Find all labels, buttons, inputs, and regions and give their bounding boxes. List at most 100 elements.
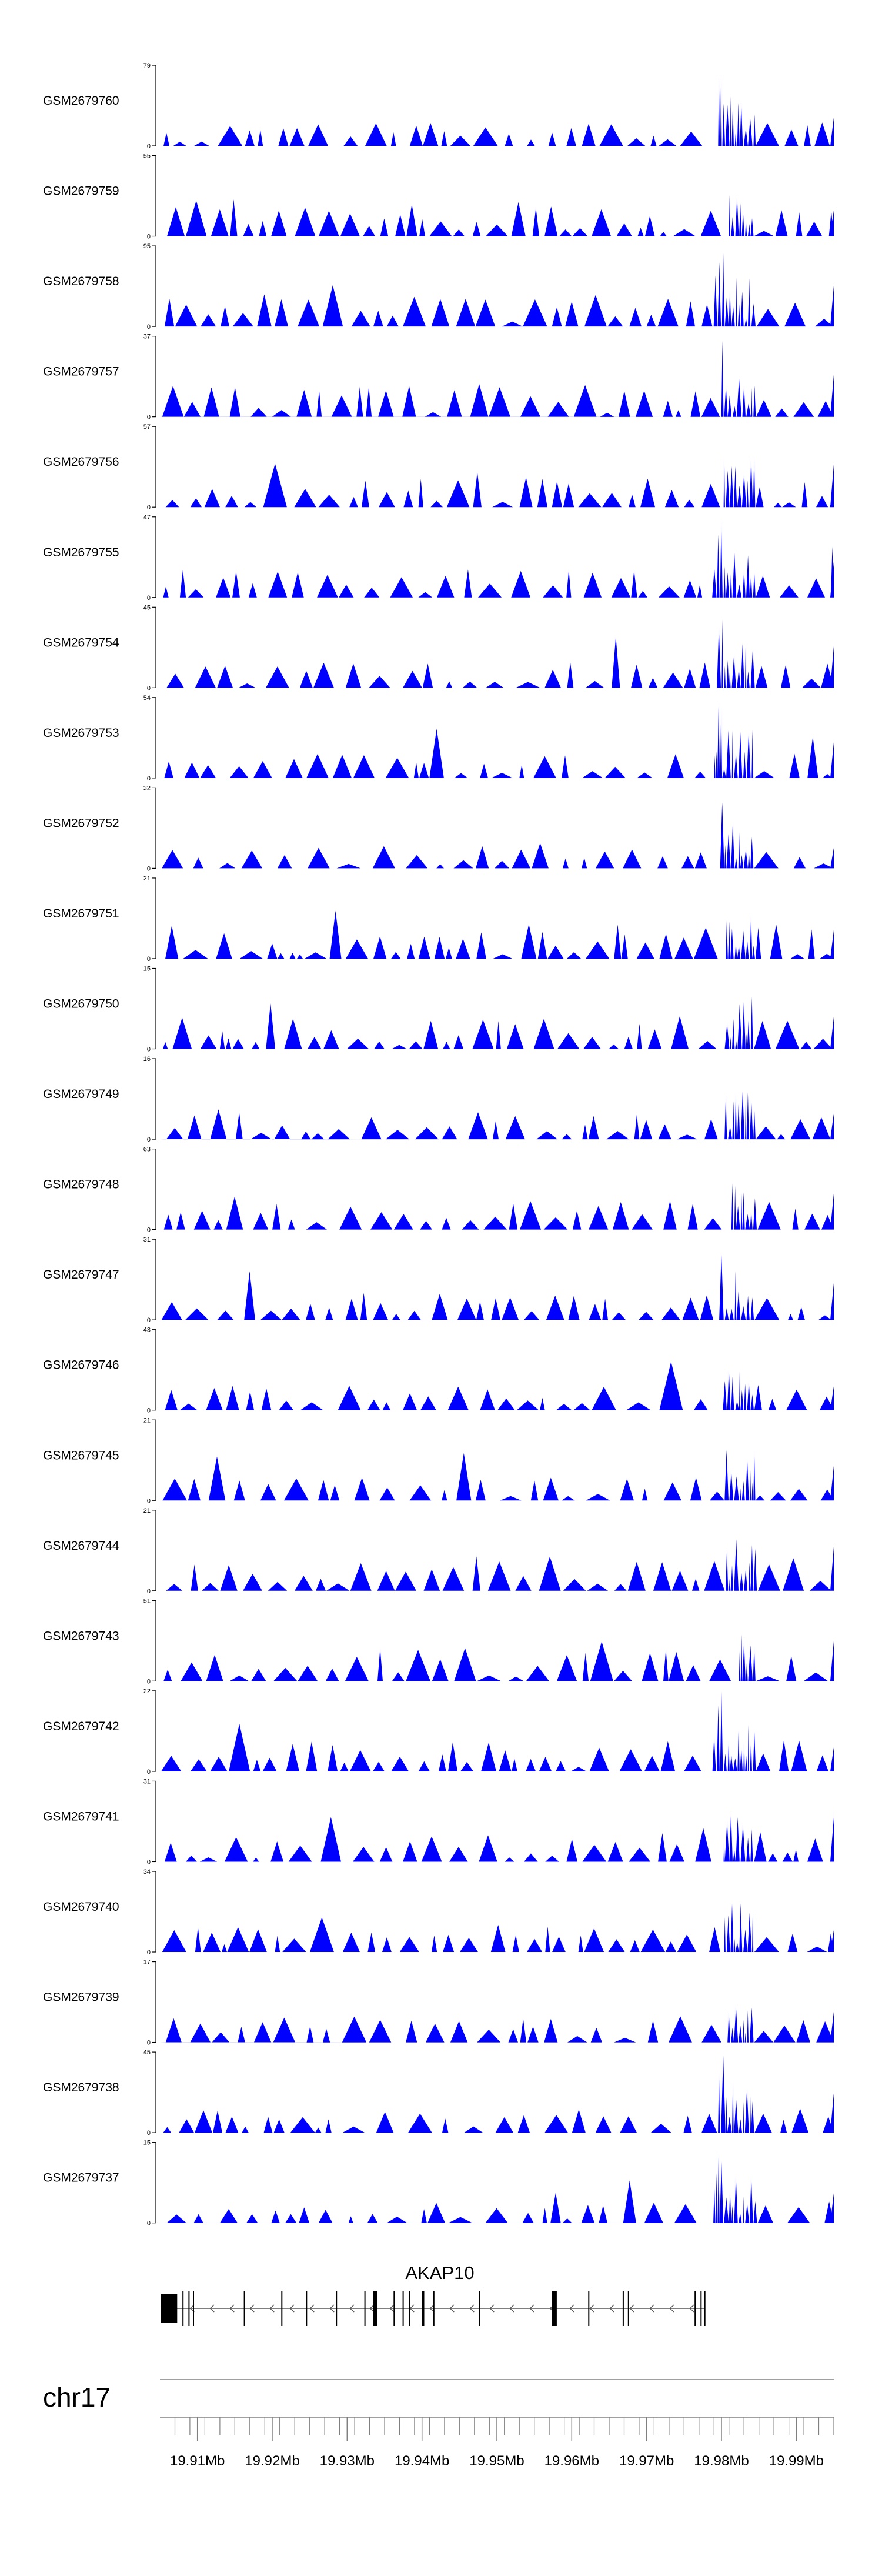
exon [433,2291,435,2326]
track-label: GSM2679749 [43,1087,119,1101]
coverage-area [160,1634,834,1681]
track-ymax-label: 31 [143,1236,151,1243]
track-label: GSM2679742 [43,1720,119,1733]
strand-arrow [469,2304,475,2313]
coverage-area [160,1691,834,1771]
track-ymin-label: 0 [147,414,151,421]
axis-tick-label: 19.91Mb [170,2453,225,2469]
track-GSM2679755: GSM2679755 47 0 [43,514,834,602]
coverage-area [160,1362,834,1410]
coverage-area [160,1810,834,1862]
track-GSM2679756: GSM2679756 57 0 [43,423,834,511]
strand-arrow [629,2304,634,2313]
coverage-area [160,341,834,417]
strand-arrow [369,2304,375,2313]
track-GSM2679742: GSM2679742 22 0 [43,1688,834,1776]
track-GSM2679739: GSM2679739 17 0 [43,1959,834,2047]
exon [281,2291,283,2326]
track-ymin-label: 0 [147,1136,151,1143]
track-ymin-label: 0 [147,1227,151,1234]
track-ymax-label: 34 [143,1868,151,1876]
track-ymax-label: 45 [143,604,151,611]
axis-tick-label: 19.92Mb [245,2453,299,2469]
track-ymin-label: 0 [147,1678,151,1685]
track-label: GSM2679739 [43,1991,119,2004]
track-label: GSM2679750 [43,997,119,1011]
track-GSM2679754: GSM2679754 45 0 [43,604,834,692]
coverage-area [160,1091,834,1140]
track-label: GSM2679756 [43,455,119,469]
track-ymax-label: 79 [143,62,151,69]
track-label: GSM2679755 [43,546,119,559]
exon [402,2291,404,2326]
strand-arrow [229,2304,235,2313]
exon [306,2291,308,2326]
exon [161,2294,178,2323]
track-ymin-label: 0 [147,1497,151,1504]
exon [700,2291,702,2326]
track-ymax-label: 22 [143,1688,151,1695]
coverage-area [160,619,834,688]
exon [188,2291,190,2326]
track-ymin-label: 0 [147,2130,151,2137]
track-GSM2679750: GSM2679750 15 0 [43,966,834,1053]
exon [422,2291,425,2326]
strand-arrow [529,2304,534,2313]
track-label: GSM2679744 [43,1539,119,1553]
track-ymax-label: 17 [143,1959,151,1966]
track-ymin-label: 0 [147,2220,151,2227]
coverage-tracks: GSM2679760790GSM2679759550GSM2679758950G… [43,62,834,2227]
track-ymax-label: 32 [143,785,151,792]
track-label: GSM2679753 [43,726,119,740]
track-ymin-label: 0 [147,2040,151,2047]
track-GSM2679744: GSM2679744 21 0 [43,1507,834,1595]
exon [373,2291,377,2326]
axis-tick-label: 19.95Mb [469,2453,524,2469]
exon [243,2291,245,2326]
exon [552,2291,557,2326]
strand-arrow [329,2304,335,2313]
axis-tick-label: 19.93Mb [320,2453,375,2469]
gene-name-label: AKAP10 [405,2263,474,2283]
track-GSM2679758: GSM2679758 95 0 [43,243,834,331]
track-GSM2679745: GSM2679745 21 0 [43,1417,834,1504]
track-GSM2679753: GSM2679753 54 0 [43,695,834,782]
strand-arrow [509,2304,514,2313]
coverage-area [160,802,834,869]
track-ymax-label: 43 [143,1327,151,1334]
track-GSM2679752: GSM2679752 32 0 [43,785,834,872]
track-GSM2679747: GSM2679747 31 0 [43,1236,834,1324]
track-ymax-label: 51 [143,1597,151,1604]
track-ymax-label: 15 [143,2140,151,2147]
strand-arrow [589,2304,594,2313]
track-ymax-label: 37 [143,333,151,341]
track-GSM2679737: GSM2679737 15 0 [43,2140,834,2227]
track-ymin-label: 0 [147,685,151,692]
strand-arrow [289,2304,295,2313]
track-ymin-label: 0 [147,1588,151,1595]
track-label: GSM2679746 [43,1359,119,1372]
coverage-area [160,2006,834,2043]
track-label: GSM2679743 [43,1629,119,1643]
strand-arrow [569,2304,574,2313]
coverage-area [160,2153,834,2223]
track-label: GSM2679747 [43,1268,119,1282]
track-ymax-label: 21 [143,1417,151,1424]
track-ymin-label: 0 [147,233,151,241]
track-GSM2679738: GSM2679738 45 0 [43,2049,834,2137]
track-ymax-label: 57 [143,423,151,431]
strand-arrow [269,2304,275,2313]
track-label: GSM2679757 [43,365,119,379]
track-ymin-label: 0 [147,865,151,872]
genome-axis: chr17 19.91Mb 19.92Mb 19.93Mb 19.94Mb 19.95Mb… [43,2379,834,2469]
coverage-area [160,195,834,236]
strand-arrow [209,2304,215,2313]
exon [694,2291,696,2326]
track-label: GSM2679759 [43,185,119,198]
track-label: GSM2679745 [43,1449,119,1462]
coverage-area [160,1539,834,1591]
strand-arrow [429,2304,435,2313]
track-GSM2679740: GSM2679740 34 0 [43,1868,834,1956]
track-GSM2679751: GSM2679751 21 0 [43,875,834,963]
